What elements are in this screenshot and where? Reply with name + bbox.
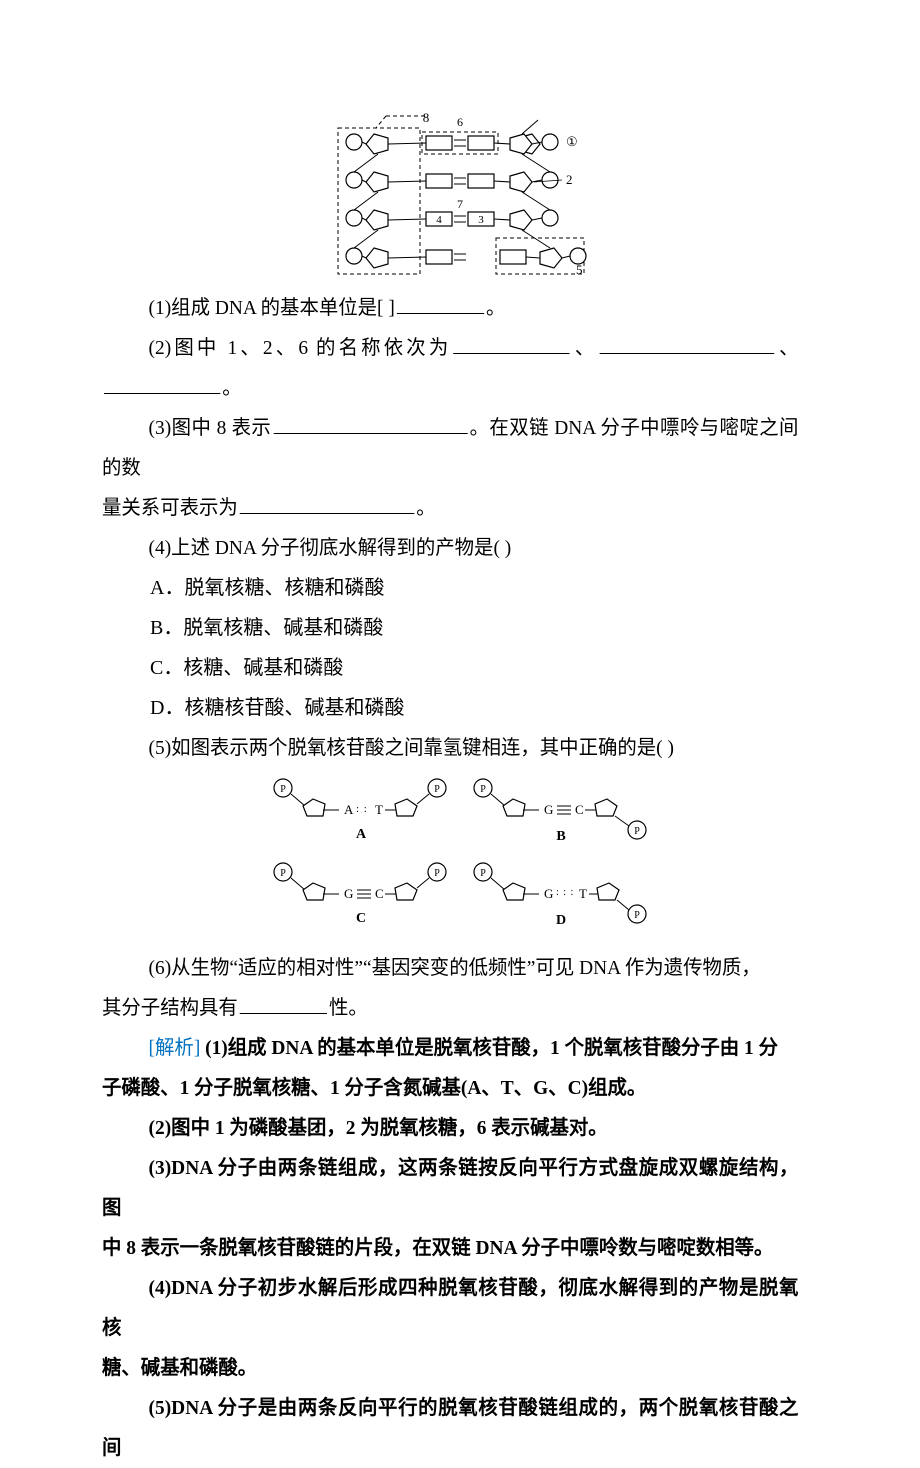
svg-text:A: A (356, 827, 367, 842)
q3-end: 。 (416, 497, 435, 519)
q2-blank-1 (453, 332, 569, 354)
svg-text:D: D (556, 913, 566, 928)
question-1: (1)组成 DNA 的基本单位是[ ] 。 (102, 288, 798, 328)
analysis-p3b: 中 8 表示一条脱氧核苷酸链的片段，在双链 DNA 分子中嘌呤数与嘧啶数相等。 (102, 1228, 798, 1268)
svg-text:G: G (344, 886, 353, 901)
svg-text:: :: : : (356, 803, 368, 815)
svg-text:4: 4 (436, 214, 442, 226)
q3-c: 量关系可表示为 (102, 497, 238, 519)
q1-text-b: ] (388, 297, 394, 319)
q1-blank (397, 292, 484, 314)
question-2: (2)图中 1、2、6 的名称依次为 、 、。 (102, 328, 798, 408)
pair-svg: P A : : T A G C (261, 768, 661, 938)
svg-text:T: T (579, 886, 587, 901)
svg-text:C: C (375, 886, 384, 901)
question-6-line2: 其分子结构具有 性。 (102, 988, 798, 1028)
q6-a: (6)从生物“适应的相对性”“基因突变的低频性”可见 DNA 作为遗传物质， (149, 957, 761, 979)
analysis-p1b: 子磷酸、1 分子脱氧核糖、1 分子含氮碱基(A、T、G、C)组成。 (102, 1068, 798, 1108)
q3-a: (3)图中 8 表示 (149, 417, 272, 439)
svg-text:6: 6 (457, 115, 463, 129)
dna-structure-diagram: 8 6 5 ① (102, 110, 820, 278)
q5-text: (5)如图表示两个脱氧核苷酸之间靠氢键相连，其中正确的是( ) (149, 737, 674, 759)
question-4: (4)上述 DNA 分子彻底水解得到的产物是( ) (102, 528, 798, 568)
svg-text:C: C (575, 802, 584, 817)
dna-svg: 8 6 5 ① (326, 110, 596, 278)
question-3: (3)图中 8 表示。在双链 DNA 分子中嘌呤与嘧啶之间的数 (102, 408, 798, 488)
q2-blank-2 (599, 332, 774, 354)
q4-option-c: C．核糖、碱基和磷酸 (102, 648, 820, 688)
q2-blank-3 (104, 372, 220, 394)
question-6: (6)从生物“适应的相对性”“基因突变的低频性”可见 DNA 作为遗传物质， (102, 948, 798, 988)
analysis-1: (1)组成 DNA 的基本单位是脱氧核苷酸，1 个脱氧核苷酸分子由 1 分 (200, 1037, 778, 1059)
q3-blank-1 (273, 412, 467, 434)
svg-text:8: 8 (423, 110, 430, 125)
q1-text-a: (1)组成 DNA 的基本单位是[ (149, 297, 384, 319)
analysis-p1: [解析] (1)组成 DNA 的基本单位是脱氧核苷酸，1 个脱氧核苷酸分子由 1… (102, 1028, 798, 1068)
svg-text:2: 2 (566, 172, 573, 187)
analysis-p4: (4)DNA 分子初步水解后形成四种脱氧核苷酸，彻底水解得到的产物是脱氧核 (102, 1268, 798, 1348)
q6-c: 性。 (329, 997, 368, 1019)
analysis-p5: (5)DNA 分子是由两条反向平行的脱氧核苷酸链组成的，两个脱氧核苷酸之间 (102, 1388, 798, 1468)
q6-blank (240, 992, 327, 1014)
q2-sep1: 、 (572, 337, 598, 359)
svg-text:G: G (544, 802, 553, 817)
svg-text:G: G (544, 886, 553, 901)
analysis-p4b: 糖、碱基和磷酸。 (102, 1348, 798, 1388)
svg-text:①: ① (566, 134, 578, 149)
q4-option-b: B．脱氧核糖、碱基和磷酸 (102, 608, 820, 648)
svg-text:A: A (344, 802, 354, 817)
svg-text:C: C (356, 911, 366, 926)
q6-b: 其分子结构具有 (102, 997, 238, 1019)
svg-text:: : :: : : : (556, 887, 574, 898)
question-3-line2: 量关系可表示为 。 (102, 488, 798, 528)
svg-text:3: 3 (478, 214, 484, 226)
q2-sep2: 、 (776, 337, 799, 359)
q4-text: (4)上述 DNA 分子彻底水解得到的产物是( ) (149, 537, 512, 559)
analysis-p2: (2)图中 1 为磷酸基团，2 为脱氧核糖，6 表示碱基对。 (102, 1108, 798, 1148)
q1-end: 。 (486, 297, 505, 319)
question-5: (5)如图表示两个脱氧核苷酸之间靠氢键相连，其中正确的是( ) (102, 728, 798, 768)
svg-text:B: B (556, 829, 565, 844)
analysis-label: [解析] (149, 1037, 201, 1059)
q2-text: (2)图中 1、2、6 的名称依次为 (149, 337, 452, 359)
q2-end: 。 (222, 377, 241, 399)
svg-text:7: 7 (457, 197, 463, 211)
q4-option-a: A．脱氧核糖、核糖和磷酸 (102, 568, 820, 608)
analysis-p3: (3)DNA 分子由两条链组成，这两条链按反向平行方式盘旋成双螺旋结构，图 (102, 1148, 798, 1228)
q3-blank-2 (240, 492, 415, 514)
nucleotide-pair-diagram: P A : : T A G C (102, 768, 820, 938)
q4-option-d: D．核糖核苷酸、碱基和磷酸 (102, 688, 820, 728)
svg-text:T: T (375, 802, 383, 817)
